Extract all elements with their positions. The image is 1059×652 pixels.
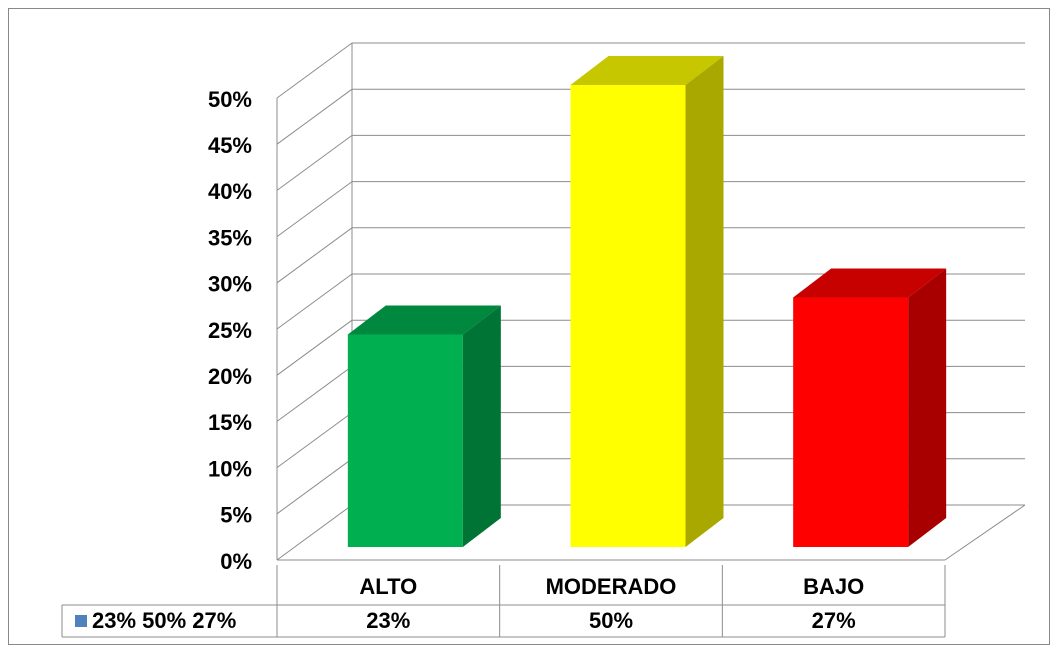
bar-top [793, 268, 947, 298]
bar [793, 268, 947, 547]
y-tick-label: 45% [208, 133, 252, 158]
bar-top [570, 56, 724, 85]
floor-edge [944, 504, 1026, 561]
y-tick-label: 15% [208, 410, 252, 435]
y-tick-label: 40% [208, 179, 252, 204]
bar-front [793, 297, 909, 547]
x-tick-label: BAJO [803, 574, 864, 599]
grid-line [276, 458, 353, 515]
grid-line [276, 227, 353, 284]
data-label: 27% [812, 608, 856, 633]
bar-side [908, 268, 947, 547]
y-tick-label: 5% [220, 503, 252, 528]
bar [347, 305, 501, 547]
legend-swatch [75, 615, 87, 627]
y-tick-label: 20% [208, 364, 252, 389]
y-tick-label: 25% [208, 318, 252, 343]
grid-line [276, 181, 353, 238]
y-tick-label: 0% [220, 549, 252, 574]
grid-line [276, 412, 353, 469]
y-tick-label: 50% [208, 87, 252, 112]
bar-side [685, 56, 724, 547]
legend-label: 23% 50% 27% [92, 608, 236, 633]
grid-line [276, 88, 353, 145]
bar-side [462, 305, 501, 547]
bar-front [347, 334, 463, 547]
x-tick-label: ALTO [359, 574, 417, 599]
grid-line [276, 273, 353, 330]
grid-line [276, 504, 353, 561]
grid-line [276, 365, 353, 422]
data-label: 23% [366, 608, 410, 633]
grid-line [276, 134, 353, 191]
bar-top [347, 305, 501, 335]
bar-front [570, 85, 686, 547]
x-tick-label: MODERADO [546, 574, 677, 599]
grid-line [276, 42, 353, 99]
y-tick-label: 30% [208, 272, 252, 297]
grid-line [276, 319, 353, 376]
bar [570, 56, 724, 547]
data-label: 50% [589, 608, 633, 633]
y-tick-label: 35% [208, 225, 252, 250]
y-tick-label: 10% [208, 456, 252, 481]
